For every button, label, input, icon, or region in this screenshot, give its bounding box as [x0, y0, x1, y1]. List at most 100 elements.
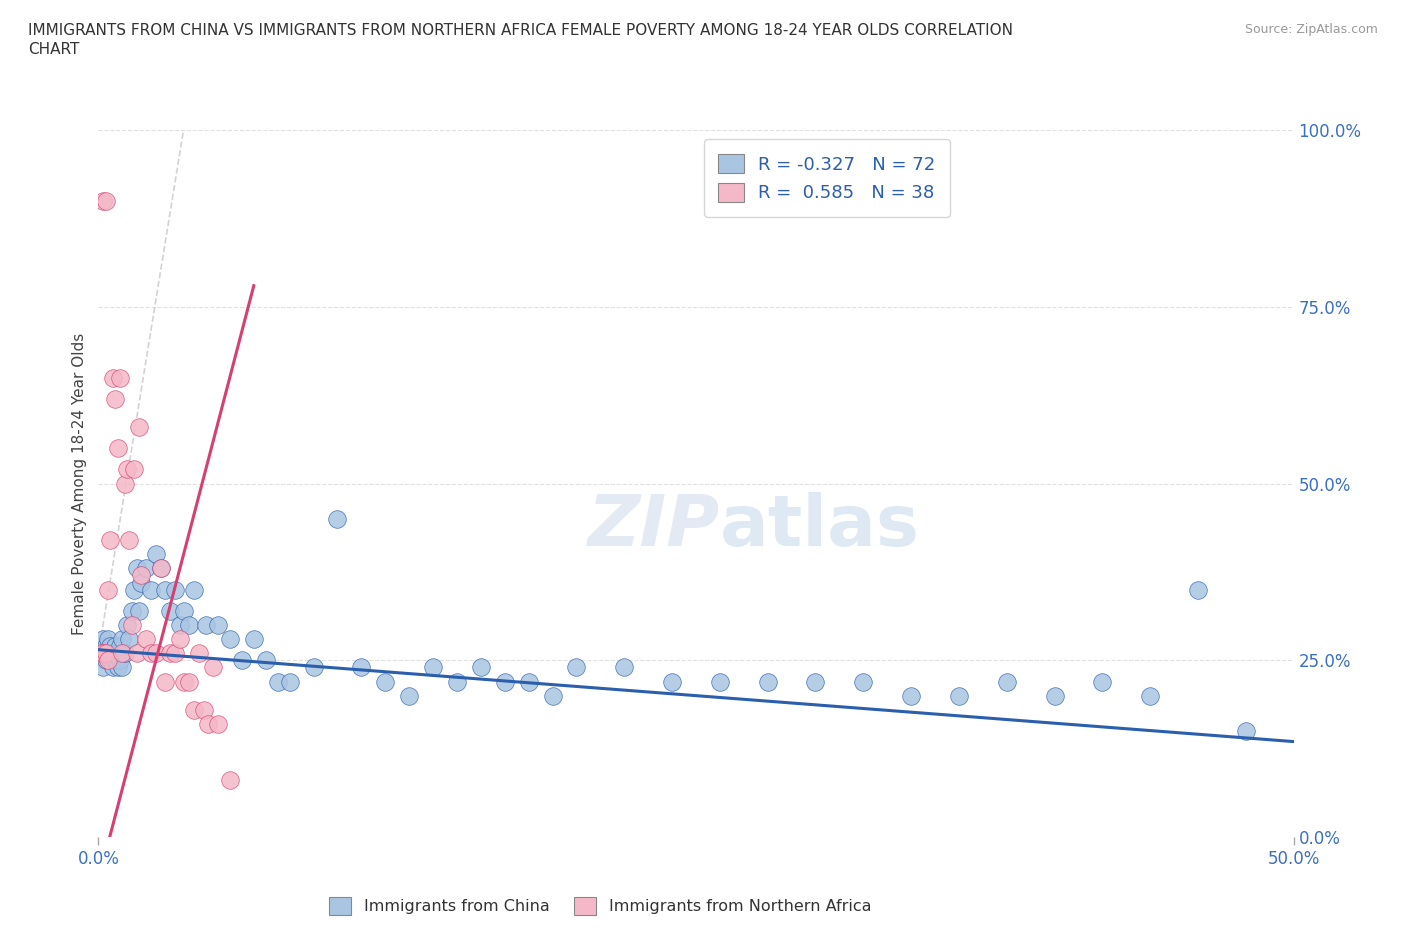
- Point: [125, 561, 148, 576]
- Point: [852, 674, 875, 689]
- Point: [94, 639, 117, 654]
- Point: [111, 631, 134, 646]
- Point: [111, 660, 134, 675]
- Point: [155, 674, 177, 689]
- Point: [470, 660, 492, 675]
- Point: [97, 645, 120, 660]
- Point: [101, 660, 124, 675]
- Point: [804, 674, 827, 689]
- Point: [145, 547, 167, 562]
- Point: [135, 561, 157, 576]
- Point: [187, 645, 209, 660]
- Point: [163, 645, 186, 660]
- Point: [183, 582, 205, 597]
- Point: [1234, 724, 1257, 738]
- Point: [900, 688, 922, 703]
- Point: [756, 674, 779, 689]
- Point: [145, 645, 167, 660]
- Point: [94, 193, 117, 208]
- Point: [90, 645, 112, 660]
- Point: [125, 645, 148, 660]
- Point: [243, 631, 266, 646]
- Point: [422, 660, 444, 675]
- Point: [104, 639, 127, 654]
- Point: [219, 631, 242, 646]
- Point: [995, 674, 1018, 689]
- Point: [374, 674, 396, 689]
- Point: [169, 618, 191, 632]
- Point: [121, 604, 143, 618]
- Point: [302, 660, 325, 675]
- Point: [94, 645, 117, 660]
- Point: [124, 582, 146, 597]
- Point: [183, 702, 205, 717]
- Point: [661, 674, 683, 689]
- Point: [97, 582, 120, 597]
- Point: [98, 533, 122, 548]
- Point: [107, 441, 129, 456]
- Point: [1139, 688, 1161, 703]
- Point: [1187, 582, 1209, 597]
- Point: [254, 653, 277, 668]
- Point: [135, 631, 157, 646]
- Point: [101, 370, 124, 385]
- Point: [139, 645, 162, 660]
- Point: [98, 653, 122, 668]
- Point: [115, 462, 138, 477]
- Point: [326, 512, 349, 526]
- Point: [541, 688, 564, 703]
- Point: [111, 645, 134, 660]
- Point: [118, 631, 141, 646]
- Point: [398, 688, 420, 703]
- Point: [159, 645, 181, 660]
- Point: [108, 653, 131, 668]
- Point: [139, 582, 162, 597]
- Legend: Immigrants from China, Immigrants from Northern Africa: Immigrants from China, Immigrants from N…: [323, 891, 877, 921]
- Point: [149, 561, 172, 576]
- Point: [159, 604, 181, 618]
- Point: [118, 533, 141, 548]
- Point: [121, 618, 143, 632]
- Text: ZIP: ZIP: [588, 492, 720, 561]
- Point: [1091, 674, 1114, 689]
- Point: [128, 604, 150, 618]
- Point: [517, 674, 540, 689]
- Point: [179, 674, 201, 689]
- Point: [149, 561, 172, 576]
- Text: Source: ZipAtlas.com: Source: ZipAtlas.com: [1244, 23, 1378, 36]
- Point: [202, 660, 225, 675]
- Point: [107, 645, 129, 660]
- Point: [1043, 688, 1066, 703]
- Point: [446, 674, 468, 689]
- Point: [565, 660, 588, 675]
- Point: [179, 618, 201, 632]
- Point: [197, 716, 219, 731]
- Text: atlas: atlas: [720, 492, 920, 561]
- Point: [231, 653, 253, 668]
- Point: [108, 370, 131, 385]
- Point: [207, 716, 229, 731]
- Y-axis label: Female Poverty Among 18-24 Year Olds: Female Poverty Among 18-24 Year Olds: [72, 333, 87, 635]
- Point: [114, 476, 136, 491]
- Text: CHART: CHART: [28, 42, 80, 57]
- Point: [278, 674, 301, 689]
- Point: [98, 639, 122, 654]
- Point: [948, 688, 970, 703]
- Point: [194, 618, 218, 632]
- Point: [91, 631, 114, 646]
- Point: [613, 660, 636, 675]
- Point: [173, 604, 195, 618]
- Point: [163, 582, 186, 597]
- Point: [128, 419, 150, 434]
- Point: [90, 645, 112, 660]
- Point: [173, 674, 195, 689]
- Point: [114, 645, 136, 660]
- Point: [97, 631, 120, 646]
- Point: [494, 674, 516, 689]
- Point: [97, 653, 120, 668]
- Point: [94, 653, 117, 668]
- Point: [115, 618, 138, 632]
- Point: [169, 631, 191, 646]
- Point: [101, 645, 124, 660]
- Point: [155, 582, 177, 597]
